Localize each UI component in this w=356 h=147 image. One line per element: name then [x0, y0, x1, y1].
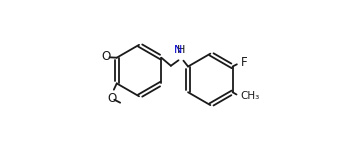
Text: F: F	[240, 56, 247, 69]
Text: O: O	[108, 92, 117, 105]
Text: O: O	[101, 50, 110, 64]
Text: N: N	[174, 45, 182, 55]
Text: CH₃: CH₃	[240, 91, 260, 101]
Text: H: H	[177, 45, 185, 55]
